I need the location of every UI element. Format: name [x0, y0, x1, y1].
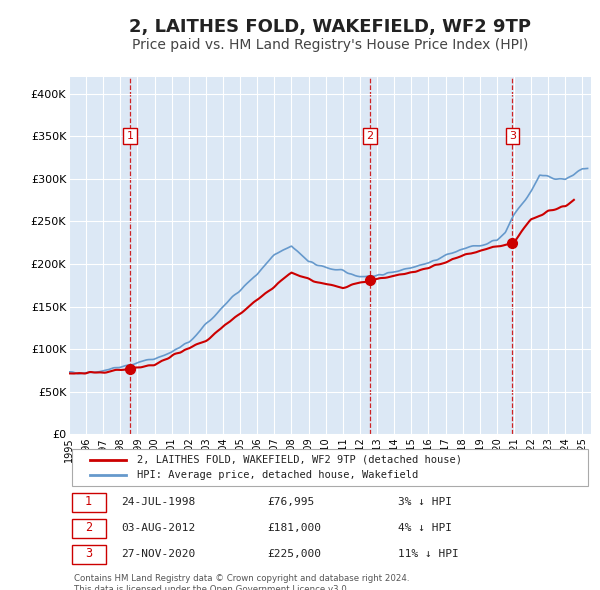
Text: £76,995: £76,995 — [268, 497, 314, 507]
Text: 4% ↓ HPI: 4% ↓ HPI — [398, 523, 452, 533]
FancyBboxPatch shape — [71, 519, 106, 538]
Text: 2: 2 — [367, 131, 374, 140]
FancyBboxPatch shape — [71, 545, 106, 564]
Text: 2, LAITHES FOLD, WAKEFIELD, WF2 9TP: 2, LAITHES FOLD, WAKEFIELD, WF2 9TP — [129, 18, 531, 35]
Text: HPI: Average price, detached house, Wakefield: HPI: Average price, detached house, Wake… — [137, 470, 418, 480]
Text: 2, LAITHES FOLD, WAKEFIELD, WF2 9TP (detached house): 2, LAITHES FOLD, WAKEFIELD, WF2 9TP (det… — [137, 455, 462, 465]
Text: Contains HM Land Registry data © Crown copyright and database right 2024.
This d: Contains HM Land Registry data © Crown c… — [74, 575, 410, 590]
Text: 11% ↓ HPI: 11% ↓ HPI — [398, 549, 458, 559]
Text: 24-JUL-1998: 24-JUL-1998 — [121, 497, 196, 507]
Text: 1: 1 — [127, 131, 133, 140]
Text: 3: 3 — [509, 131, 516, 140]
Text: 3% ↓ HPI: 3% ↓ HPI — [398, 497, 452, 507]
Text: 27-NOV-2020: 27-NOV-2020 — [121, 549, 196, 559]
Text: £181,000: £181,000 — [268, 523, 322, 533]
Text: Price paid vs. HM Land Registry's House Price Index (HPI): Price paid vs. HM Land Registry's House … — [132, 38, 528, 52]
Text: 03-AUG-2012: 03-AUG-2012 — [121, 523, 196, 533]
Text: 2: 2 — [85, 521, 92, 534]
FancyBboxPatch shape — [71, 448, 589, 486]
Text: £225,000: £225,000 — [268, 549, 322, 559]
Text: 1: 1 — [85, 495, 92, 508]
FancyBboxPatch shape — [71, 493, 106, 512]
Text: 3: 3 — [85, 548, 92, 560]
